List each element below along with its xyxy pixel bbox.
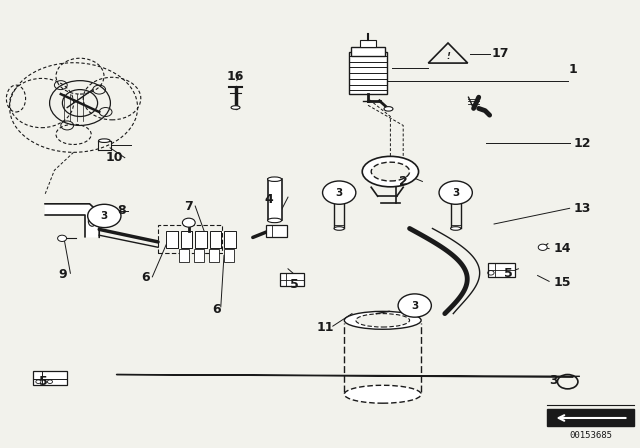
FancyBboxPatch shape [180, 231, 192, 248]
Circle shape [182, 218, 195, 227]
FancyBboxPatch shape [351, 47, 385, 56]
Ellipse shape [99, 139, 110, 142]
Text: 6: 6 [212, 302, 221, 316]
FancyBboxPatch shape [224, 231, 236, 248]
Text: 5: 5 [39, 375, 48, 388]
Text: 17: 17 [492, 47, 509, 60]
FancyBboxPatch shape [547, 409, 634, 426]
FancyBboxPatch shape [195, 231, 207, 248]
Text: 3: 3 [411, 301, 419, 310]
Text: 2: 2 [399, 175, 408, 188]
FancyBboxPatch shape [360, 40, 376, 47]
Ellipse shape [384, 107, 393, 111]
Text: 3: 3 [549, 374, 558, 388]
FancyBboxPatch shape [488, 263, 515, 277]
FancyBboxPatch shape [266, 225, 287, 237]
Ellipse shape [356, 314, 410, 327]
Text: 6: 6 [141, 271, 150, 284]
FancyBboxPatch shape [194, 249, 204, 262]
Text: 00153685: 00153685 [569, 431, 612, 440]
Text: 9: 9 [58, 267, 67, 281]
FancyBboxPatch shape [349, 52, 387, 94]
FancyBboxPatch shape [166, 231, 178, 248]
Text: 15: 15 [553, 276, 571, 289]
Text: 13: 13 [573, 202, 591, 215]
Ellipse shape [371, 162, 410, 181]
Circle shape [398, 294, 431, 317]
Polygon shape [268, 179, 282, 220]
Text: 12: 12 [573, 137, 591, 150]
Text: 10: 10 [105, 151, 123, 164]
Text: 3: 3 [452, 188, 460, 198]
Polygon shape [45, 204, 99, 237]
Text: !: ! [446, 52, 450, 61]
Ellipse shape [344, 311, 421, 329]
Ellipse shape [268, 177, 282, 181]
Ellipse shape [231, 106, 240, 109]
Text: 4: 4 [264, 193, 273, 206]
Ellipse shape [88, 216, 96, 226]
Ellipse shape [344, 385, 421, 403]
FancyBboxPatch shape [209, 249, 220, 262]
FancyBboxPatch shape [224, 249, 234, 262]
Text: 16: 16 [227, 69, 244, 83]
FancyBboxPatch shape [280, 273, 304, 286]
Text: 3: 3 [335, 188, 343, 198]
Text: 5: 5 [290, 278, 299, 291]
FancyBboxPatch shape [33, 371, 67, 385]
Ellipse shape [451, 227, 461, 230]
Text: 3: 3 [100, 211, 108, 221]
Ellipse shape [362, 156, 419, 187]
Ellipse shape [334, 227, 344, 230]
Text: 11: 11 [316, 321, 334, 335]
Text: 1: 1 [568, 63, 577, 76]
Ellipse shape [268, 218, 282, 223]
Text: 8: 8 [117, 204, 126, 217]
Circle shape [323, 181, 356, 204]
Text: 14: 14 [553, 242, 571, 255]
Text: 7: 7 [184, 199, 193, 213]
Circle shape [439, 181, 472, 204]
Text: 5: 5 [504, 267, 513, 280]
FancyBboxPatch shape [179, 249, 189, 262]
Circle shape [88, 204, 121, 228]
Circle shape [538, 244, 547, 250]
FancyBboxPatch shape [210, 231, 221, 248]
Circle shape [58, 235, 67, 241]
